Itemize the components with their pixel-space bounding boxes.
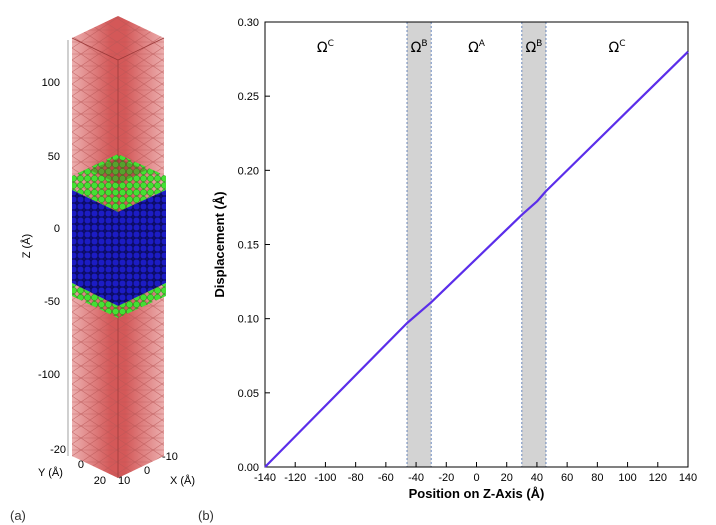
x-tick-label: -20 xyxy=(438,472,454,484)
y-tick: -20 xyxy=(50,444,66,456)
x-tick: 0 xyxy=(144,465,150,477)
x-tick: 10 xyxy=(118,475,130,487)
x-tick-label: -60 xyxy=(378,472,394,484)
x-tick-label: 120 xyxy=(649,472,667,484)
y-axis-label: Displacement (Å) xyxy=(212,191,227,297)
inner-atoms-block xyxy=(72,190,166,306)
y-tick-label: 0.20 xyxy=(238,165,259,177)
panel-a-x-ticks: 10 0 -10 xyxy=(118,451,178,487)
series-line xyxy=(264,50,689,468)
z-axis-label: Z (Å) xyxy=(20,234,33,258)
panel-label-b: (b) xyxy=(198,508,214,523)
x-tick: -10 xyxy=(162,451,178,463)
x-axis-label-3d: X (Å) xyxy=(170,474,195,487)
y-tick-label: 0.30 xyxy=(238,17,259,29)
x-tick-label: -100 xyxy=(314,472,336,484)
region-label: ΩB xyxy=(411,39,428,56)
x-tick-label: 140 xyxy=(679,472,697,484)
y-tick-label: 0.05 xyxy=(238,388,259,400)
x-tick-label: -120 xyxy=(284,472,306,484)
panel-a-z-ticks: 100 50 0 -50 -100 xyxy=(38,77,60,381)
y-tick-label: 0.00 xyxy=(238,462,259,474)
y-tick-label: 0.25 xyxy=(238,91,259,103)
region-label: ΩA xyxy=(468,39,486,56)
x-tick-label: -140 xyxy=(254,472,276,484)
y-tick-label: 0.15 xyxy=(238,240,259,252)
y-tick: 20 xyxy=(94,475,106,487)
shaded-region xyxy=(521,22,546,467)
z-tick: 100 xyxy=(42,77,60,89)
x-tick-label: 60 xyxy=(561,472,573,484)
plot-frame xyxy=(264,21,689,468)
x-tick-label: 80 xyxy=(591,472,603,484)
shaded-region xyxy=(407,22,432,467)
y-tick-label: 0.10 xyxy=(238,314,259,326)
panel-a-y-ticks: -20 0 20 xyxy=(50,444,106,487)
y-axis-label-3d: Y (Å) xyxy=(38,466,63,479)
interface-atoms-bottom xyxy=(72,283,166,318)
y-tick: 0 xyxy=(78,459,84,471)
panel-b-chart: 0.00 0.05 0.10 0.15 0.20 0.25 0.30 -140 -120 -100… xyxy=(212,17,697,501)
z-tick: 0 xyxy=(54,223,60,235)
panel-label-a: (a) xyxy=(10,508,26,523)
x-tick-label: 20 xyxy=(501,472,513,484)
x-tick-label: 100 xyxy=(618,472,636,484)
interface-atoms-top xyxy=(72,154,166,212)
region-label: ΩC xyxy=(317,39,334,56)
region-label: ΩC xyxy=(608,39,625,56)
z-tick: -50 xyxy=(44,296,60,308)
panel-a-3d-model xyxy=(67,16,166,478)
z-tick: -100 xyxy=(38,369,60,381)
x-tick-label: -80 xyxy=(348,472,364,484)
x-tick-label: 0 xyxy=(473,472,479,484)
z-tick: 50 xyxy=(48,151,60,163)
x-tick-label: -40 xyxy=(408,472,424,484)
region-label: ΩB xyxy=(525,39,542,56)
x-axis-label: Position on Z-Axis (Å) xyxy=(409,486,545,501)
x-tick-label: 40 xyxy=(531,472,543,484)
